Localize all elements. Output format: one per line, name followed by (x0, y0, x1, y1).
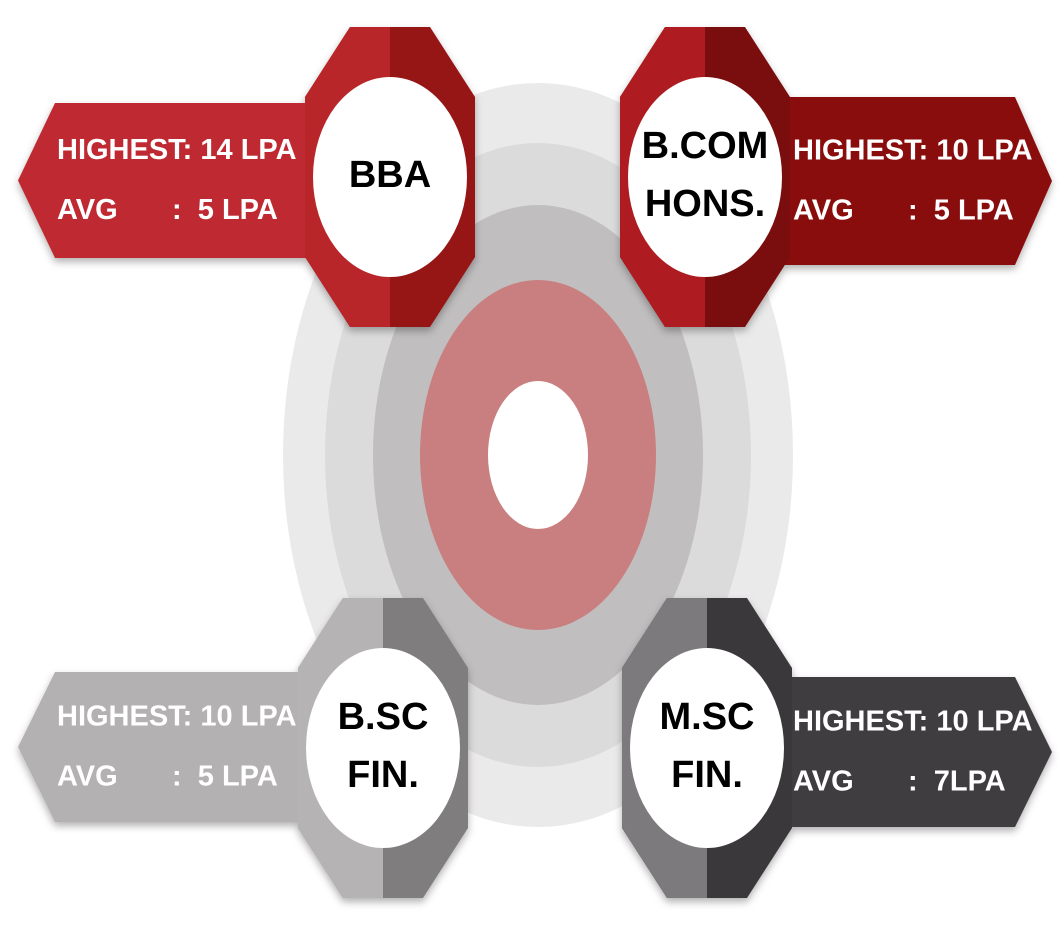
banner (18, 672, 383, 822)
program-card (18, 598, 468, 898)
highest-package: HIGHEST: 10 LPA (793, 135, 1033, 167)
avg-value: : 5 LPA (908, 195, 1014, 227)
avg-label: AVG (57, 194, 118, 226)
avg-value: : 5 LPA (172, 761, 278, 793)
program-name: FIN. (347, 754, 419, 796)
badge (630, 648, 784, 848)
avg-label: AVG (57, 761, 118, 793)
banner (705, 97, 1052, 265)
highest-package: HIGHEST: 14 LPA (57, 134, 297, 166)
highest-package: HIGHEST: 10 LPA (793, 706, 1033, 738)
cards: BBA HIGHEST: 14 LPA AVG : 5 LPA B.COM HONS. HI… (18, 27, 1052, 898)
program-name: FIN. (671, 754, 743, 796)
avg-label: AVG (793, 766, 854, 798)
avg-label: AVG (793, 195, 854, 227)
banner (707, 677, 1052, 827)
program-card (18, 27, 475, 327)
program-name: B.COM (642, 125, 769, 167)
program-name: B.SC (338, 696, 429, 738)
program-card (622, 598, 1052, 898)
program-name: M.SC (660, 696, 755, 738)
badge (313, 77, 467, 277)
highest-package: HIGHEST: 10 LPA (57, 701, 297, 733)
avg-value: : 5 LPA (172, 194, 278, 226)
program-card (620, 27, 1052, 327)
ring-center (488, 381, 588, 529)
badge (628, 77, 782, 277)
avg-value: : 7LPA (908, 766, 1006, 798)
banner (18, 103, 390, 258)
badge (306, 648, 460, 848)
program-name: BBA (349, 154, 431, 196)
program-name: HONS. (645, 183, 765, 225)
